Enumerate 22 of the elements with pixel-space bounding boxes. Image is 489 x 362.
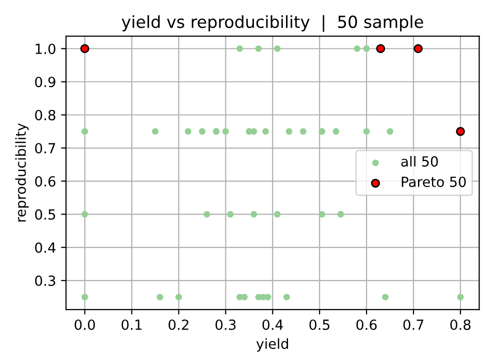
y-tick-label: 1.0 [36, 44, 56, 54]
x-tick-label: 0.7 [403, 319, 424, 330]
x-tick-label: 0.5 [309, 319, 330, 330]
x-tick-label: 0.1 [122, 319, 142, 330]
y-tick-label: 0.7 [35, 142, 56, 154]
x-axis-title: yield [256, 338, 288, 352]
x-tick-label: 0.0 [74, 319, 95, 330]
legend-label: Pareto 50 [402, 176, 466, 188]
legend-label: all 50 [401, 156, 438, 167]
y-tick-label: 0.6 [35, 176, 56, 187]
x-tick-label: 0.3 [216, 319, 236, 330]
y-tick-label: 0.5 [35, 209, 56, 220]
x-tick-label: 0.2 [168, 319, 188, 330]
y-axis-title: reproducibility [15, 123, 29, 222]
y-tick-label: 0.4 [35, 242, 56, 253]
y-tick-label: 0.8 [35, 110, 56, 120]
chart-title: yield vs reproducibility | 50 sample [122, 15, 424, 32]
y-tick-label: 0.9 [35, 76, 56, 88]
x-tick-label: 0.6 [356, 319, 377, 330]
x-tick-label: 0.4 [262, 319, 283, 330]
x-tick-label: 0.8 [450, 319, 471, 330]
y-tick-label: 0.3 [35, 275, 56, 286]
